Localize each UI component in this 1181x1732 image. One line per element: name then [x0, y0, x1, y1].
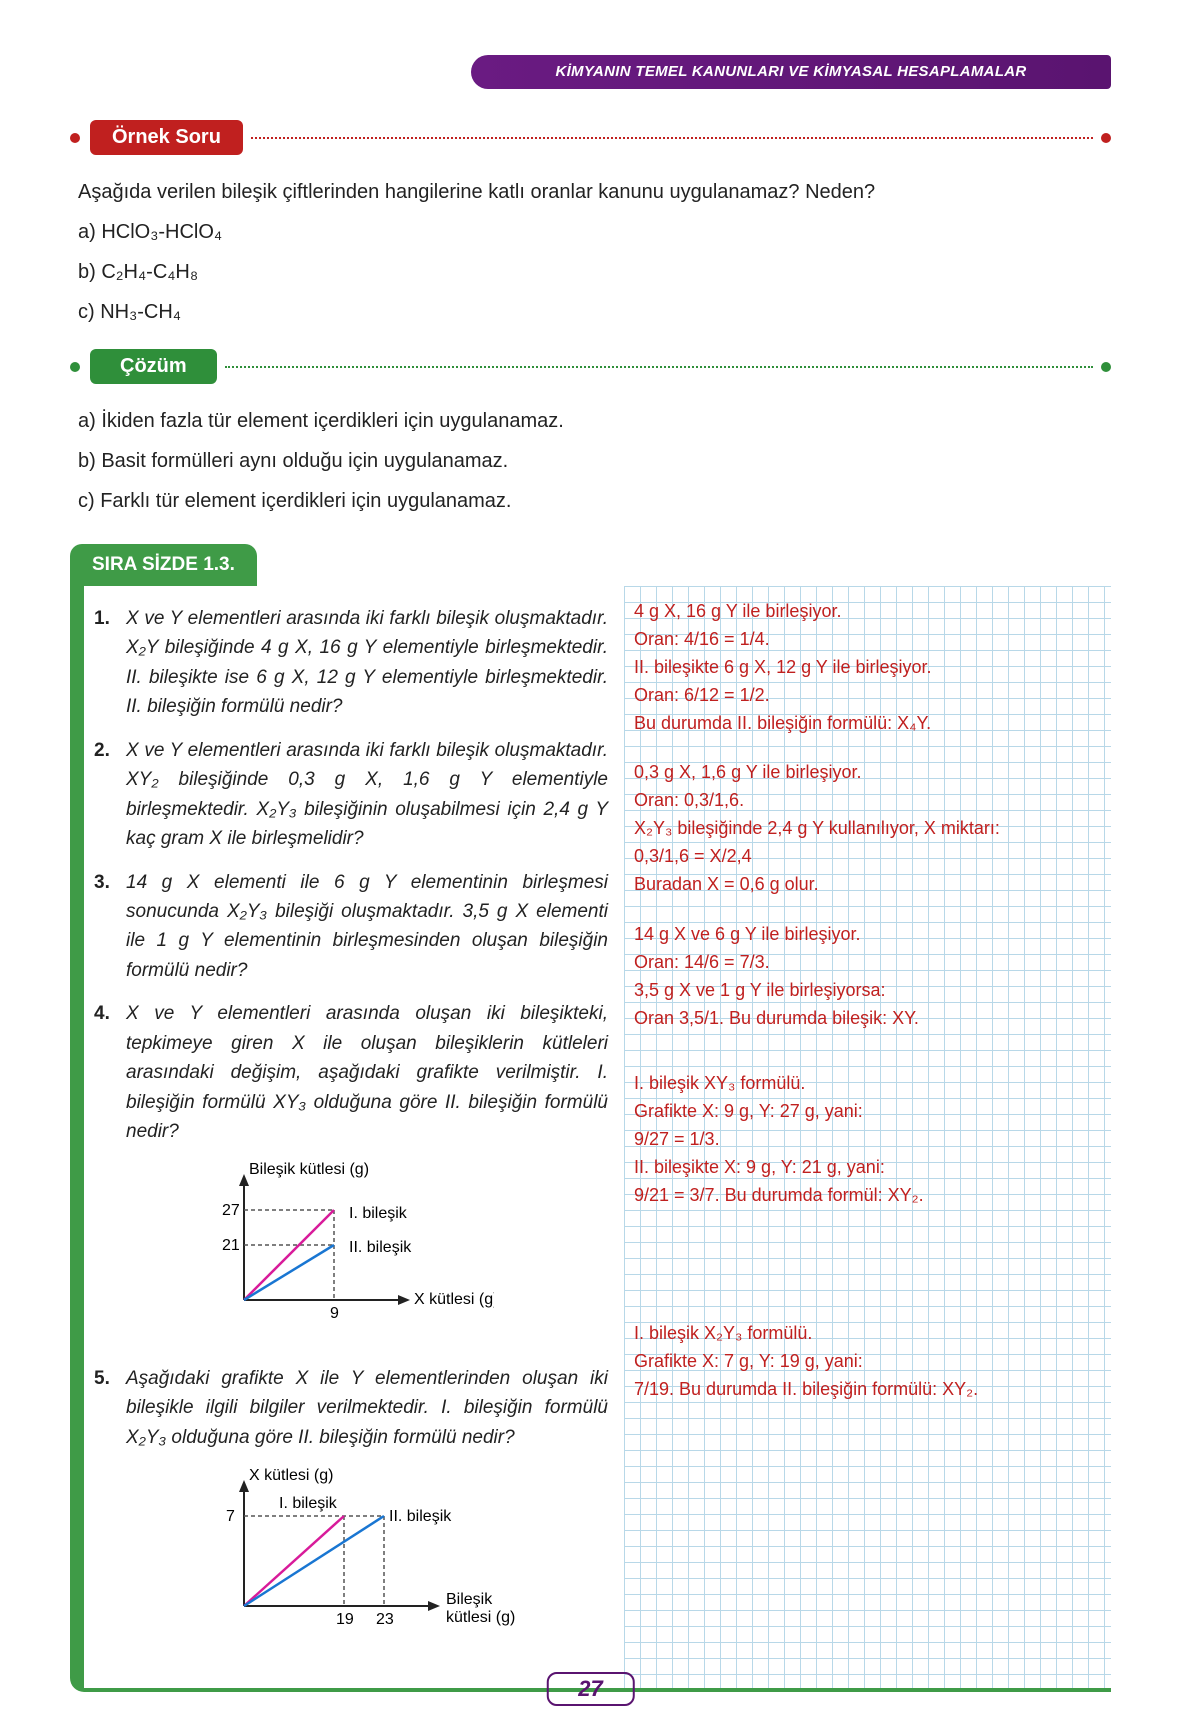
chart1-s1-label: I. bileşik [349, 1205, 408, 1222]
ornek-row: Örnek Soru [70, 120, 1111, 155]
q-text: X ve Y elementleri arasında iki farklı b… [126, 604, 608, 722]
cozum-row: Çözüm [70, 349, 1111, 384]
chart2-ytick: 7 [226, 1508, 235, 1525]
cozum-body: a) İkiden fazla tür element içerdikleri … [78, 402, 1111, 520]
ans-line: 0,3/1,6 = X/2,4 [634, 843, 1103, 871]
chapter-banner: KİMYANIN TEMEL KANUNLARI VE KİMYASAL HES… [471, 55, 1111, 89]
chart1-ylabel: Bileşik kütlesi (g) [249, 1161, 369, 1178]
ornek-opt-a: a) HClO₃-HClO₄ [78, 213, 1111, 251]
dot-icon [1101, 362, 1111, 372]
ans-line: 7/19. Bu durumda II. bileşiğin formülü: … [634, 1376, 1103, 1404]
cozum-b: b) Basit formülleri aynı olduğu için uyg… [78, 442, 1111, 480]
chart1-svg: Bileşik kütlesi (g) 27 21 [154, 1160, 494, 1340]
page-number: 27 [546, 1672, 634, 1706]
chart-1: Bileşik kütlesi (g) 27 21 [154, 1160, 608, 1349]
dotted-line [225, 366, 1093, 368]
dot-icon [70, 133, 80, 143]
chart1-s2-label: II. bileşik [349, 1239, 412, 1256]
ans-line: Oran: 0,3/1,6. [634, 787, 1103, 815]
q-num: 1. [94, 604, 126, 722]
q-num: 2. [94, 736, 126, 854]
ans-3: 14 g X ve 6 g Y ile birleşiyor. Oran: 14… [634, 921, 1103, 1033]
chart1-xtick: 9 [330, 1305, 339, 1322]
cozum-c: c) Farklı tür element içerdikleri için u… [78, 482, 1111, 520]
chart2-s1-label: I. bileşik [279, 1495, 338, 1512]
ans-line: Grafikte X: 9 g, Y: 27 g, yani: [634, 1098, 1103, 1126]
dot-icon [1101, 133, 1111, 143]
ans-line: Oran 3,5/1. Bu durumda bileşik: XY. [634, 1005, 1103, 1033]
ans-2: 0,3 g X, 1,6 g Y ile birleşiyor. Oran: 0… [634, 759, 1103, 898]
q5: 5. Aşağıdaki grafikte X ile Y elementler… [94, 1364, 608, 1452]
ans-line: 14 g X ve 6 g Y ile birleşiyor. [634, 921, 1103, 949]
cozum-pill: Çözüm [90, 349, 217, 384]
chart2-xlabel2: kütlesi (g) [446, 1609, 515, 1626]
ornek-pill: Örnek Soru [90, 120, 243, 155]
chart2-xlabel1: Bileşik [446, 1591, 493, 1608]
q-text: 14 g X elementi ile 6 g Y elementinin bi… [126, 868, 608, 986]
ans-line: Oran: 4/16 = 1/4. [634, 626, 1103, 654]
ans-line: I. bileşik XY₃ formülü. [634, 1070, 1103, 1098]
page: KİMYANIN TEMEL KANUNLARI VE KİMYASAL HES… [0, 0, 1181, 1732]
chart2-svg: X kütlesi (g) 7 I. bileşik II. bileşik [154, 1466, 534, 1646]
q-text: X ve Y elementleri arasında iki farklı b… [126, 736, 608, 854]
chart2-x1: 19 [336, 1611, 354, 1628]
chart-2: X kütlesi (g) 7 I. bileşik II. bileşik [154, 1466, 608, 1655]
ans-line: Grafikte X: 7 g, Y: 19 g, yani: [634, 1348, 1103, 1376]
ans-line: 4 g X, 16 g Y ile birleşiyor. [634, 598, 1103, 626]
chart2-ylabel: X kütlesi (g) [249, 1467, 333, 1484]
sira-tab: SIRA SİZDE 1.3. [70, 544, 257, 586]
q3: 3. 14 g X elementi ile 6 g Y elementinin… [94, 868, 608, 986]
ans-line: 9/27 = 1/3. [634, 1126, 1103, 1154]
ans-line: 0,3 g X, 1,6 g Y ile birleşiyor. [634, 759, 1103, 787]
ornek-question: Aşağıda verilen bileşik çiftlerinden han… [78, 173, 1111, 211]
chart1-xlabel: X kütlesi (g) [414, 1291, 494, 1308]
ans-line: Oran: 6/12 = 1/2. [634, 682, 1103, 710]
q-num: 4. [94, 999, 126, 1146]
sira-content: 1. X ve Y elementleri arasında iki farkl… [70, 586, 1111, 1692]
ans-line: II. bileşikte 6 g X, 12 g Y ile birleşiy… [634, 654, 1103, 682]
q2: 2. X ve Y elementleri arasında iki farkl… [94, 736, 608, 854]
ans-line: I. bileşik X₂Y₃ formülü. [634, 1320, 1103, 1348]
ans-line: Buradan X = 0,6 g olur. [634, 871, 1103, 899]
ans-line: Oran: 14/6 = 7/3. [634, 949, 1103, 977]
ans-line: 3,5 g X ve 1 g Y ile birleşiyorsa: [634, 977, 1103, 1005]
ans-line: X₂Y₃ bileşiğinde 2,4 g Y kullanılıyor, X… [634, 815, 1103, 843]
chart1-y21: 21 [222, 1237, 240, 1254]
questions-col: 1. X ve Y elementleri arasında iki farkl… [84, 586, 624, 1688]
sira-box: SIRA SİZDE 1.3. 1. X ve Y elementleri ar… [70, 544, 1111, 1692]
ans-1: 4 g X, 16 g Y ile birleşiyor. Oran: 4/16… [634, 598, 1103, 737]
ornek-opt-c: c) NH₃-CH₄ [78, 293, 1111, 331]
ans-5: I. bileşik X₂Y₃ formülü. Grafikte X: 7 g… [634, 1320, 1103, 1404]
dot-icon [70, 362, 80, 372]
chart2-s2-label: II. bileşik [389, 1508, 452, 1525]
q-text: Aşağıdaki grafikte X ile Y elementlerind… [126, 1364, 608, 1452]
ornek-opt-b: b) C₂H₄-C₄H₈ [78, 253, 1111, 291]
chart1-y27: 27 [222, 1202, 240, 1219]
ans-line: II. bileşikte X: 9 g, Y: 21 g, yani: [634, 1154, 1103, 1182]
dotted-line [251, 137, 1093, 139]
ornek-body: Aşağıda verilen bileşik çiftlerinden han… [78, 173, 1111, 331]
ans-line: Bu durumda II. bileşiğin formülü: X₄Y. [634, 710, 1103, 738]
answers-col: 4 g X, 16 g Y ile birleşiyor. Oran: 4/16… [624, 586, 1111, 1688]
ans-line: 9/21 = 3/7. Bu durumda formül: XY₂. [634, 1182, 1103, 1210]
q-num: 3. [94, 868, 126, 986]
chart2-x2: 23 [376, 1611, 394, 1628]
q-num: 5. [94, 1364, 126, 1452]
q-text: X ve Y elementleri arasında oluşan iki b… [126, 999, 608, 1146]
q1: 1. X ve Y elementleri arasında iki farkl… [94, 604, 608, 722]
cozum-a: a) İkiden fazla tür element içerdikleri … [78, 402, 1111, 440]
ans-4: I. bileşik XY₃ formülü. Grafikte X: 9 g,… [634, 1070, 1103, 1209]
q4: 4. X ve Y elementleri arasında oluşan ik… [94, 999, 608, 1146]
